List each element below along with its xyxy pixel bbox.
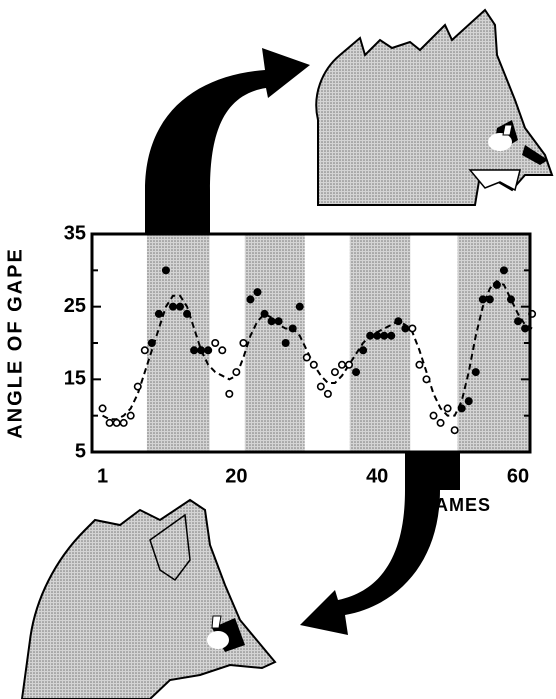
x-axis-label: FRAMES <box>409 495 491 515</box>
data-point <box>471 368 480 377</box>
data-point <box>478 295 487 304</box>
data-point <box>429 411 438 420</box>
arrow-up <box>145 48 310 234</box>
data-point <box>281 338 290 347</box>
data-point <box>373 331 382 340</box>
data-point <box>394 317 403 326</box>
shaded-band <box>349 234 411 452</box>
data-point <box>232 368 241 377</box>
data-point <box>457 404 466 413</box>
data-point <box>443 404 452 413</box>
x-tick-label: 40 <box>366 465 388 487</box>
data-point <box>126 411 135 420</box>
data-point <box>408 324 417 333</box>
x-tick-label: 60 <box>507 465 529 487</box>
data-point <box>302 353 311 362</box>
data-point <box>140 346 149 355</box>
y-tick-label: 5 <box>75 440 86 462</box>
data-point <box>239 338 248 347</box>
data-point <box>499 266 508 275</box>
data-point <box>309 360 318 369</box>
data-point <box>492 280 501 289</box>
data-point <box>105 418 114 427</box>
shaded-band <box>457 234 530 452</box>
head-top <box>315 8 554 206</box>
data-point <box>246 295 255 304</box>
y-axis-label: ANGLE OF GAPE <box>4 247 26 439</box>
data-point <box>260 309 269 318</box>
x-tick-label: 20 <box>225 465 247 487</box>
data-point <box>514 317 523 326</box>
data-point <box>436 418 445 427</box>
data-point <box>464 397 473 406</box>
data-point <box>485 295 494 304</box>
data-point <box>387 331 396 340</box>
data-point <box>211 338 220 347</box>
x-tick-label: 1 <box>97 465 108 487</box>
y-tick-label: 15 <box>64 368 86 390</box>
data-point <box>450 426 459 435</box>
data-point <box>330 368 339 377</box>
data-point <box>197 346 206 355</box>
shaded-band <box>244 234 305 452</box>
data-point <box>161 266 170 275</box>
data-point <box>218 346 227 355</box>
data-point <box>415 360 424 369</box>
data-point <box>380 331 389 340</box>
y-tick-label: 35 <box>64 222 86 244</box>
data-point <box>267 317 276 326</box>
data-point <box>521 324 530 333</box>
data-point <box>190 346 199 355</box>
data-point <box>112 418 121 427</box>
data-point <box>506 295 515 304</box>
data-point <box>253 288 262 297</box>
arrow-down <box>300 452 460 635</box>
data-point <box>176 302 185 311</box>
data-point <box>366 331 375 340</box>
data-point <box>147 338 156 347</box>
data-point <box>204 346 213 355</box>
data-point <box>154 309 163 318</box>
head-bottom <box>20 498 277 699</box>
data-point <box>401 324 410 333</box>
y-tick-label: 25 <box>64 295 86 317</box>
shaded-band <box>146 234 210 452</box>
data-point <box>316 382 325 391</box>
data-point <box>422 375 431 384</box>
data-point <box>352 368 361 377</box>
data-point <box>274 317 283 326</box>
data-point <box>337 360 346 369</box>
data-point <box>345 360 354 369</box>
data-point <box>359 346 368 355</box>
fit-curve <box>102 280 533 421</box>
data-point <box>133 382 142 391</box>
data-point <box>119 418 128 427</box>
plot-frame <box>90 232 532 454</box>
data-point <box>323 389 332 398</box>
data-point <box>98 404 107 413</box>
data-point <box>225 389 234 398</box>
data-point <box>168 302 177 311</box>
data-point <box>288 324 297 333</box>
data-point <box>295 302 304 311</box>
data-point <box>183 309 192 318</box>
